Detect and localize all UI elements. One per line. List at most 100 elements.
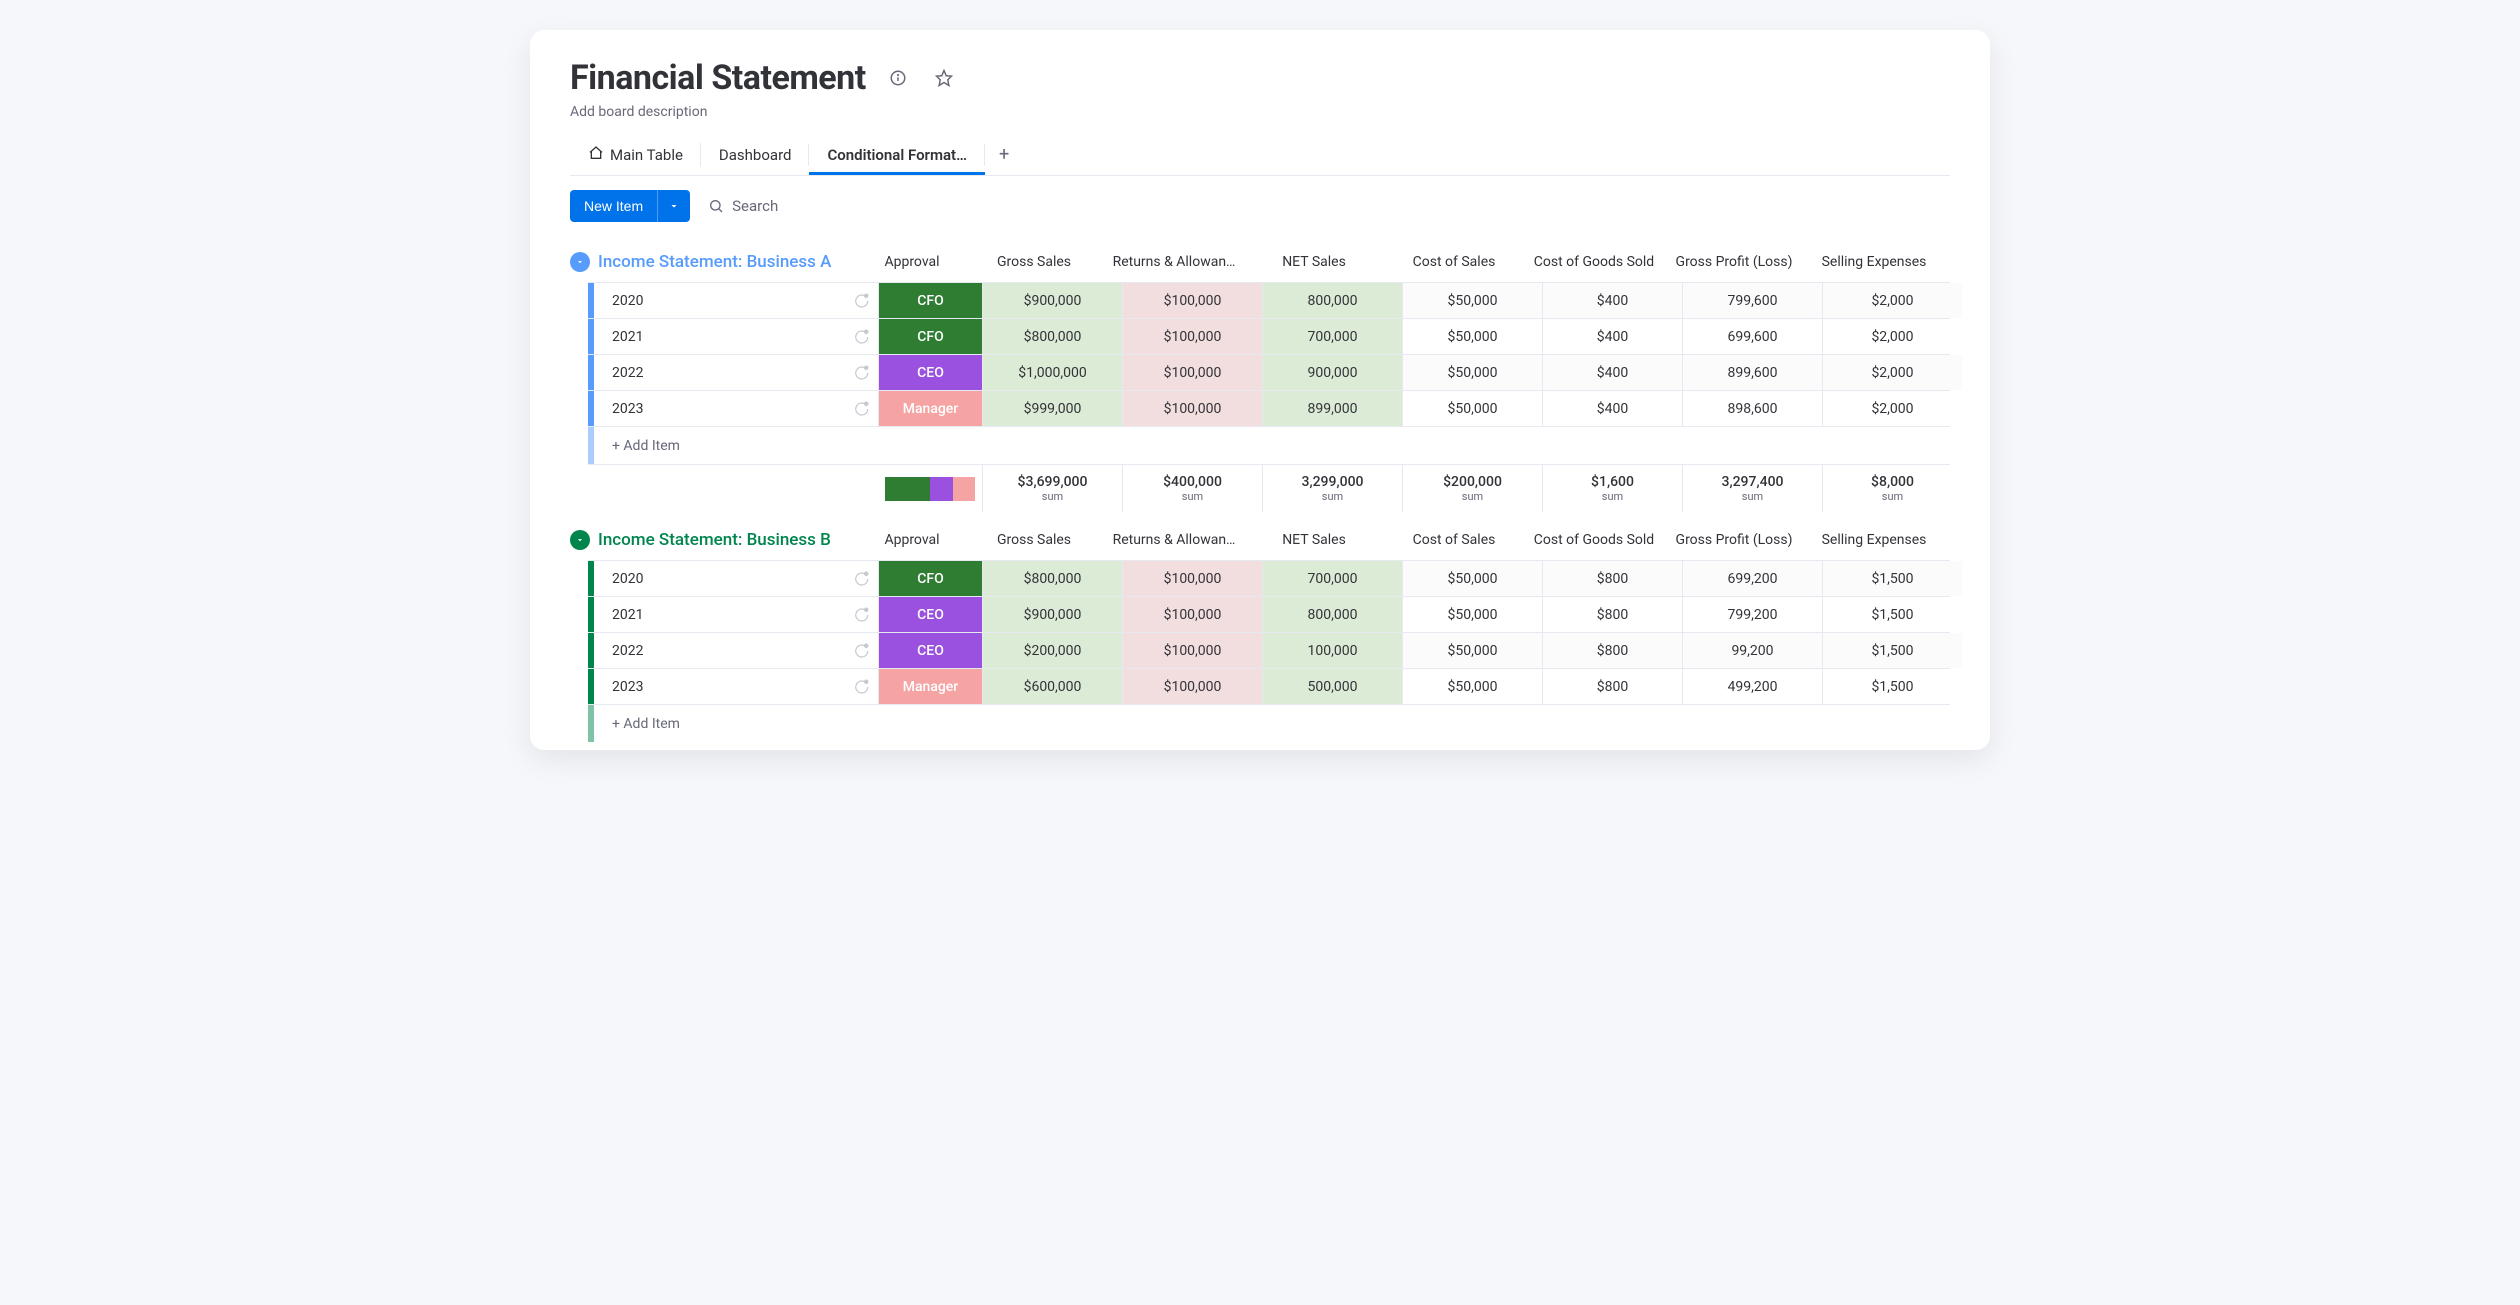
column-header[interactable]: Returns & Allowan… bbox=[1104, 242, 1244, 282]
gross-sales-cell[interactable]: $200,000 bbox=[982, 633, 1122, 668]
net-sales-cell[interactable]: 900,000 bbox=[1262, 355, 1402, 390]
net-sales-cell[interactable]: 700,000 bbox=[1262, 561, 1402, 596]
returns-cell[interactable]: $100,000 bbox=[1122, 669, 1262, 704]
gross-sales-cell[interactable]: $900,000 bbox=[982, 283, 1122, 318]
add-comment-icon[interactable] bbox=[852, 678, 870, 696]
add-comment-icon[interactable] bbox=[852, 606, 870, 624]
add-comment-icon[interactable] bbox=[852, 642, 870, 660]
row-name-cell[interactable]: 2021 bbox=[588, 319, 878, 354]
column-header[interactable]: Gross Sales bbox=[964, 520, 1104, 560]
gross-sales-cell[interactable]: $900,000 bbox=[982, 597, 1122, 632]
add-comment-icon[interactable] bbox=[852, 400, 870, 418]
board-description[interactable]: Add board description bbox=[570, 104, 1950, 120]
gross-sales-cell[interactable]: $600,000 bbox=[982, 669, 1122, 704]
row-name-cell[interactable]: 2020 bbox=[588, 561, 878, 596]
cost-of-sales-cell[interactable]: $50,000 bbox=[1402, 355, 1542, 390]
gross-sales-cell[interactable]: $999,000 bbox=[982, 391, 1122, 426]
column-header[interactable]: Selling Expenses bbox=[1804, 520, 1944, 560]
column-header[interactable]: Returns & Allowan… bbox=[1104, 520, 1244, 560]
column-header[interactable]: Approval bbox=[860, 242, 964, 282]
group-title[interactable]: Income Statement: Business A bbox=[598, 252, 831, 272]
cogs-cell[interactable]: $400 bbox=[1542, 391, 1682, 426]
gross-sales-cell[interactable]: $1,000,000 bbox=[982, 355, 1122, 390]
gross-profit-cell[interactable]: 899,600 bbox=[1682, 355, 1822, 390]
gross-sales-cell[interactable]: $800,000 bbox=[982, 319, 1122, 354]
gross-sales-cell[interactable]: $800,000 bbox=[982, 561, 1122, 596]
table-row[interactable]: 2023 Manager $999,000 $100,000 899,000 $… bbox=[588, 390, 1950, 426]
cost-of-sales-cell[interactable]: $50,000 bbox=[1402, 669, 1542, 704]
add-comment-icon[interactable] bbox=[852, 292, 870, 310]
table-row[interactable]: 2022 CEO $1,000,000 $100,000 900,000 $50… bbox=[588, 354, 1950, 390]
info-icon[interactable] bbox=[884, 64, 912, 92]
row-name-cell[interactable]: 2021 bbox=[588, 597, 878, 632]
selling-expenses-cell[interactable]: $1,500 bbox=[1822, 633, 1962, 668]
gross-profit-cell[interactable]: 799,200 bbox=[1682, 597, 1822, 632]
cost-of-sales-cell[interactable]: $50,000 bbox=[1402, 633, 1542, 668]
table-row[interactable]: 2022 CEO $200,000 $100,000 100,000 $50,0… bbox=[588, 632, 1950, 668]
net-sales-cell[interactable]: 800,000 bbox=[1262, 597, 1402, 632]
selling-expenses-cell[interactable]: $2,000 bbox=[1822, 319, 1962, 354]
returns-cell[interactable]: $100,000 bbox=[1122, 633, 1262, 668]
cogs-cell[interactable]: $400 bbox=[1542, 283, 1682, 318]
cost-of-sales-cell[interactable]: $50,000 bbox=[1402, 597, 1542, 632]
add-comment-icon[interactable] bbox=[852, 570, 870, 588]
row-name-cell[interactable]: 2022 bbox=[588, 633, 878, 668]
returns-cell[interactable]: $100,000 bbox=[1122, 319, 1262, 354]
tab-dashboard[interactable]: Dashboard bbox=[701, 136, 810, 174]
approval-cell[interactable]: CFO bbox=[878, 283, 982, 318]
selling-expenses-cell[interactable]: $2,000 bbox=[1822, 355, 1962, 390]
net-sales-cell[interactable]: 100,000 bbox=[1262, 633, 1402, 668]
gross-profit-cell[interactable]: 799,600 bbox=[1682, 283, 1822, 318]
cogs-cell[interactable]: $800 bbox=[1542, 669, 1682, 704]
net-sales-cell[interactable]: 899,000 bbox=[1262, 391, 1402, 426]
cogs-cell[interactable]: $800 bbox=[1542, 633, 1682, 668]
gross-profit-cell[interactable]: 898,600 bbox=[1682, 391, 1822, 426]
column-header[interactable]: Cost of Sales bbox=[1384, 242, 1524, 282]
cost-of-sales-cell[interactable]: $50,000 bbox=[1402, 391, 1542, 426]
approval-cell[interactable]: CFO bbox=[878, 561, 982, 596]
star-icon[interactable] bbox=[930, 64, 958, 92]
tab-main-table[interactable]: Main Table bbox=[570, 135, 701, 175]
column-header[interactable]: Approval bbox=[860, 520, 964, 560]
selling-expenses-cell[interactable]: $1,500 bbox=[1822, 561, 1962, 596]
returns-cell[interactable]: $100,000 bbox=[1122, 283, 1262, 318]
add-comment-icon[interactable] bbox=[852, 364, 870, 382]
add-tab-button[interactable]: + bbox=[985, 134, 1023, 175]
column-header[interactable]: Selling Expenses bbox=[1804, 242, 1944, 282]
table-row[interactable]: 2021 CFO $800,000 $100,000 700,000 $50,0… bbox=[588, 318, 1950, 354]
add-item-row[interactable]: + Add Item bbox=[588, 426, 1950, 464]
cost-of-sales-cell[interactable]: $50,000 bbox=[1402, 319, 1542, 354]
column-header[interactable]: Cost of Sales bbox=[1384, 520, 1524, 560]
approval-cell[interactable]: CFO bbox=[878, 319, 982, 354]
approval-cell[interactable]: CEO bbox=[878, 355, 982, 390]
net-sales-cell[interactable]: 500,000 bbox=[1262, 669, 1402, 704]
row-name-cell[interactable]: 2023 bbox=[588, 669, 878, 704]
gross-profit-cell[interactable]: 699,200 bbox=[1682, 561, 1822, 596]
row-name-cell[interactable]: 2023 bbox=[588, 391, 878, 426]
table-row[interactable]: 2020 CFO $800,000 $100,000 700,000 $50,0… bbox=[588, 560, 1950, 596]
selling-expenses-cell[interactable]: $1,500 bbox=[1822, 669, 1962, 704]
column-header[interactable]: Gross Sales bbox=[964, 242, 1104, 282]
gross-profit-cell[interactable]: 499,200 bbox=[1682, 669, 1822, 704]
net-sales-cell[interactable]: 700,000 bbox=[1262, 319, 1402, 354]
row-name-cell[interactable]: 2022 bbox=[588, 355, 878, 390]
cost-of-sales-cell[interactable]: $50,000 bbox=[1402, 283, 1542, 318]
net-sales-cell[interactable]: 800,000 bbox=[1262, 283, 1402, 318]
approval-cell[interactable]: CEO bbox=[878, 633, 982, 668]
gross-profit-cell[interactable]: 99,200 bbox=[1682, 633, 1822, 668]
add-item-row[interactable]: + Add Item bbox=[588, 704, 1950, 742]
column-header[interactable]: Cost of Goods Sold bbox=[1524, 242, 1664, 282]
returns-cell[interactable]: $100,000 bbox=[1122, 561, 1262, 596]
group-collapse-toggle[interactable] bbox=[570, 530, 590, 550]
approval-cell[interactable]: Manager bbox=[878, 669, 982, 704]
approval-cell[interactable]: Manager bbox=[878, 391, 982, 426]
table-row[interactable]: 2023 Manager $600,000 $100,000 500,000 $… bbox=[588, 668, 1950, 704]
selling-expenses-cell[interactable]: $2,000 bbox=[1822, 283, 1962, 318]
selling-expenses-cell[interactable]: $2,000 bbox=[1822, 391, 1962, 426]
cogs-cell[interactable]: $400 bbox=[1542, 355, 1682, 390]
search-input[interactable]: Search bbox=[708, 197, 778, 215]
new-item-button[interactable]: New Item bbox=[570, 190, 657, 222]
column-header[interactable]: NET Sales bbox=[1244, 520, 1384, 560]
returns-cell[interactable]: $100,000 bbox=[1122, 597, 1262, 632]
table-row[interactable]: 2021 CEO $900,000 $100,000 800,000 $50,0… bbox=[588, 596, 1950, 632]
